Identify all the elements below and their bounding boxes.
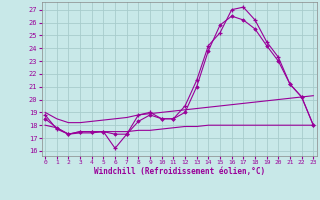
X-axis label: Windchill (Refroidissement éolien,°C): Windchill (Refroidissement éolien,°C) — [94, 167, 265, 176]
